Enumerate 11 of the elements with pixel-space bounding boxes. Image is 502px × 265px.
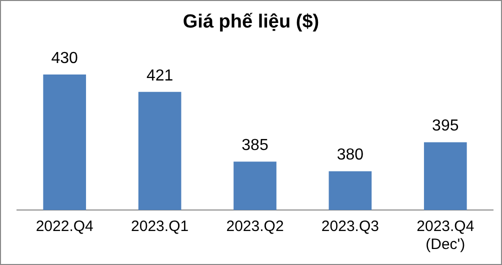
- data-label: 421: [146, 67, 174, 84]
- chart-title: Giá phế liệu ($): [182, 12, 320, 33]
- data-label: 380: [336, 146, 364, 164]
- x-tick-label: 2022.Q4: [36, 218, 94, 236]
- x-tick-label: 2023.Q2: [226, 218, 284, 236]
- x-tick-label: 2023.Q3: [321, 218, 379, 236]
- data-label: 395: [432, 118, 459, 135]
- x-tick-label: 2023.Q1: [131, 218, 189, 236]
- data-label: 385: [242, 137, 268, 154]
- x-tick-label: 2023.Q4 (Dec'): [416, 218, 474, 254]
- data-label: 430: [51, 50, 78, 67]
